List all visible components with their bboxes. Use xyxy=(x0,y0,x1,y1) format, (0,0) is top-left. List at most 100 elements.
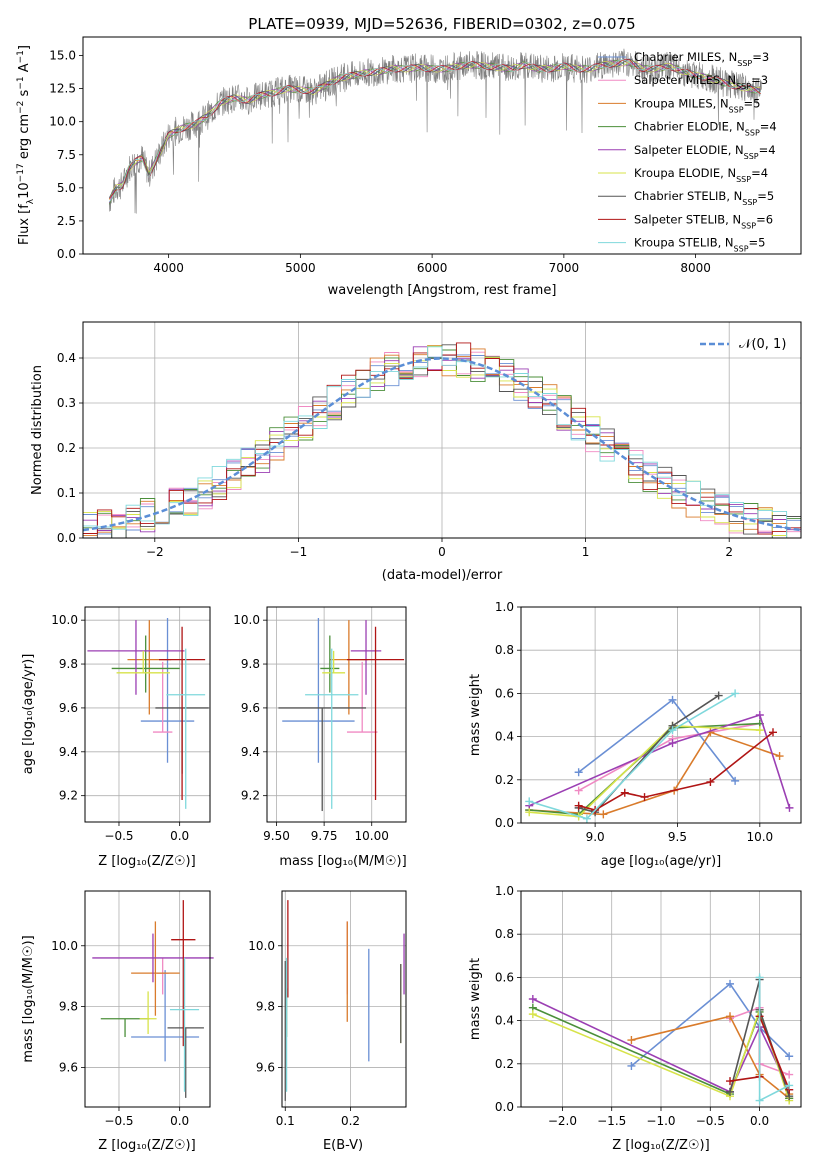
x-tick-label: 1 xyxy=(582,545,590,559)
age-vs-mass-panel: 9.50 9.75 10.00 9.2 9.4 9.6 9.8 10.0 mass [log₁… xyxy=(233,606,407,869)
mass-weight-point xyxy=(726,979,735,988)
legend-label: Chabrier MILES, NSSP=3 xyxy=(634,50,769,68)
mass-weight-point xyxy=(755,726,764,735)
mass-weight-point xyxy=(726,1012,735,1021)
x-tick-label: 6000 xyxy=(417,261,448,275)
mass-weight-point xyxy=(574,768,583,777)
legend-label: Salpeter ELODIE, NSSP=4 xyxy=(634,143,776,161)
y-tick-label: 9.6 xyxy=(241,701,260,715)
residuals-x-axis-label: (data-model)/error xyxy=(382,568,503,583)
mass-vs-Z-frame xyxy=(84,890,211,1108)
y-tick-label: 9.4 xyxy=(59,745,78,759)
x-tick-label: −2 xyxy=(146,545,164,559)
mass-weight-point xyxy=(668,695,677,704)
x-tick-label: 5000 xyxy=(285,261,316,275)
mass-vs-Z-panel: −0.5 0.0 9.6 9.8 10.0 Z [log₁₀(Z/Z☉)] mass [… xyxy=(21,890,214,1153)
age-vs-mass-frame xyxy=(266,606,407,823)
mass-weight-point xyxy=(627,1036,636,1045)
y-tick-label: 1.0 xyxy=(495,884,514,898)
mass-weight-point xyxy=(785,1052,794,1061)
mass-weight-point xyxy=(528,1010,537,1019)
model-spectrum-line xyxy=(109,58,761,200)
y-tick-label: 10.0 xyxy=(51,613,78,627)
y-tick-label: 10.0 xyxy=(248,939,275,953)
mass-weight-point xyxy=(755,1096,764,1105)
y-tick-label: 0.0 xyxy=(495,1100,514,1114)
legend-label: Salpeter MILES, NSSP=3 xyxy=(634,73,768,91)
y-tick-label: 10.0 xyxy=(233,613,260,627)
weight-vs-Z-panel: −2.0 −1.5 −1.0 −0.5 0.0 0.0 0.2 0.4 0.6 0.8 1.0 Z … xyxy=(468,884,802,1153)
y-tick-label: 0.0 xyxy=(57,531,76,545)
y-tick-label: 9.8 xyxy=(256,1000,275,1014)
y-tick-label: 0.2 xyxy=(495,773,514,787)
y-tick-label: 0.4 xyxy=(495,1014,514,1028)
x-tick-label: −1.5 xyxy=(597,1114,626,1128)
x-tick-label: −0.5 xyxy=(104,1114,133,1128)
y-tick-label: 9.8 xyxy=(59,657,78,671)
mass-weight-point xyxy=(620,788,629,797)
y-tick-label: 0.8 xyxy=(495,927,514,941)
legend-label: Kroupa MILES, NSSP=5 xyxy=(634,96,760,114)
legend-label-gaussian: 𝒩(0, 1) xyxy=(739,337,786,352)
mass-weight-point xyxy=(668,726,677,735)
mass-vs-ebv-frame xyxy=(281,890,407,1108)
y-tick-label: 0.2 xyxy=(495,1057,514,1071)
spectrum-frame xyxy=(82,36,802,255)
y-tick-label: 10.0 xyxy=(51,939,78,953)
mass-weight-line xyxy=(528,713,791,809)
y-tick-label: 2.5 xyxy=(57,214,76,228)
mass-weight-point xyxy=(785,803,794,812)
mass-weight-line xyxy=(532,998,790,1093)
x-tick-label: 2 xyxy=(725,545,733,559)
spectrum-panel: PLATE=0939, MJD=52636, FIBERID=0302, z=0… xyxy=(16,15,802,298)
spectrum-legend: Chabrier MILES, NSSP=3 Salpeter MILES, NS… xyxy=(598,50,777,253)
age-vs-mass-x-axis-label: mass [log₁₀(M/M☉)] xyxy=(279,854,406,869)
weight-vs-age-frame xyxy=(520,606,802,824)
weight-vs-age-y-axis-label: mass weight xyxy=(468,674,483,756)
mass-weight-point xyxy=(668,739,677,748)
mass-vs-ebv-plot-area: 0.1 0.2 9.6 9.8 10.0 xyxy=(248,891,406,1128)
x-tick-label: 0.2 xyxy=(341,1114,360,1128)
y-tick-label: 0.0 xyxy=(495,816,514,830)
residuals-panel: −2 −1 0 1 2 0.0 0.1 0.2 0.3 0.4 𝒩(0, 1) (data-mod… xyxy=(30,321,802,583)
mass-weight-point xyxy=(755,711,764,719)
x-tick-label: 0.1 xyxy=(276,1114,295,1128)
model-spectrum-line xyxy=(108,58,761,198)
mass-weight-point xyxy=(706,777,715,786)
mass-vs-Z-y-axis-label: mass [log₁₀(M/M☉)] xyxy=(21,935,36,1062)
y-tick-label: 15.0 xyxy=(49,49,76,63)
y-tick-label: 9.6 xyxy=(59,701,78,715)
x-tick-label: 9.50 xyxy=(263,829,290,843)
mass-weight-line xyxy=(578,694,720,814)
spectrum-lines xyxy=(108,48,762,214)
y-tick-label: 0.4 xyxy=(495,730,514,744)
mass-weight-point xyxy=(785,1081,794,1090)
residuals-legend: 𝒩(0, 1) xyxy=(700,337,786,352)
mass-weight-line xyxy=(630,982,790,1067)
mass-weight-point xyxy=(726,1087,735,1096)
age-vs-Z-plot-area: −0.5 0.0 9.2 9.4 9.6 9.8 10.0 xyxy=(51,607,210,843)
model-spectrum-line xyxy=(109,58,761,200)
mass-weight-point xyxy=(714,691,723,700)
residuals-frame xyxy=(82,321,802,539)
model-spectrum-line xyxy=(108,60,761,204)
age-vs-Z-x-axis-label: Z [log₁₀(Z/Z☉)] xyxy=(98,854,195,869)
spectrum-title: PLATE=0939, MJD=52636, FIBERID=0302, z=0… xyxy=(248,15,635,33)
legend-label: Chabrier ELODIE, NSSP=4 xyxy=(634,120,777,138)
legend-label: Kroupa ELODIE, NSSP=4 xyxy=(634,166,768,184)
mass-weight-point xyxy=(726,1077,735,1086)
mass-weight-point xyxy=(574,786,583,795)
mass-weight-point xyxy=(640,793,649,802)
x-tick-label: −1.0 xyxy=(646,1114,675,1128)
mass-weight-line xyxy=(528,692,736,820)
mass-weight-point xyxy=(755,973,764,982)
residuals-plot-area: −2 −1 0 1 2 0.0 0.1 0.2 0.3 0.4 xyxy=(57,322,801,559)
y-tick-label: 9.8 xyxy=(59,1000,78,1014)
age-vs-Z-panel: −0.5 0.09.29.49.69.810.0 Z [log₁₀(Z/Z☉)] … xyxy=(21,606,211,869)
mass-vs-Z-plot-area: −0.5 0.0 9.6 9.8 10.0 xyxy=(51,891,214,1128)
model-spectrum-line xyxy=(108,59,761,205)
mass-weight-line xyxy=(529,724,760,818)
x-tick-label: 4000 xyxy=(153,261,184,275)
mass-weight-line xyxy=(578,731,774,811)
mass-weight-point xyxy=(769,728,777,737)
